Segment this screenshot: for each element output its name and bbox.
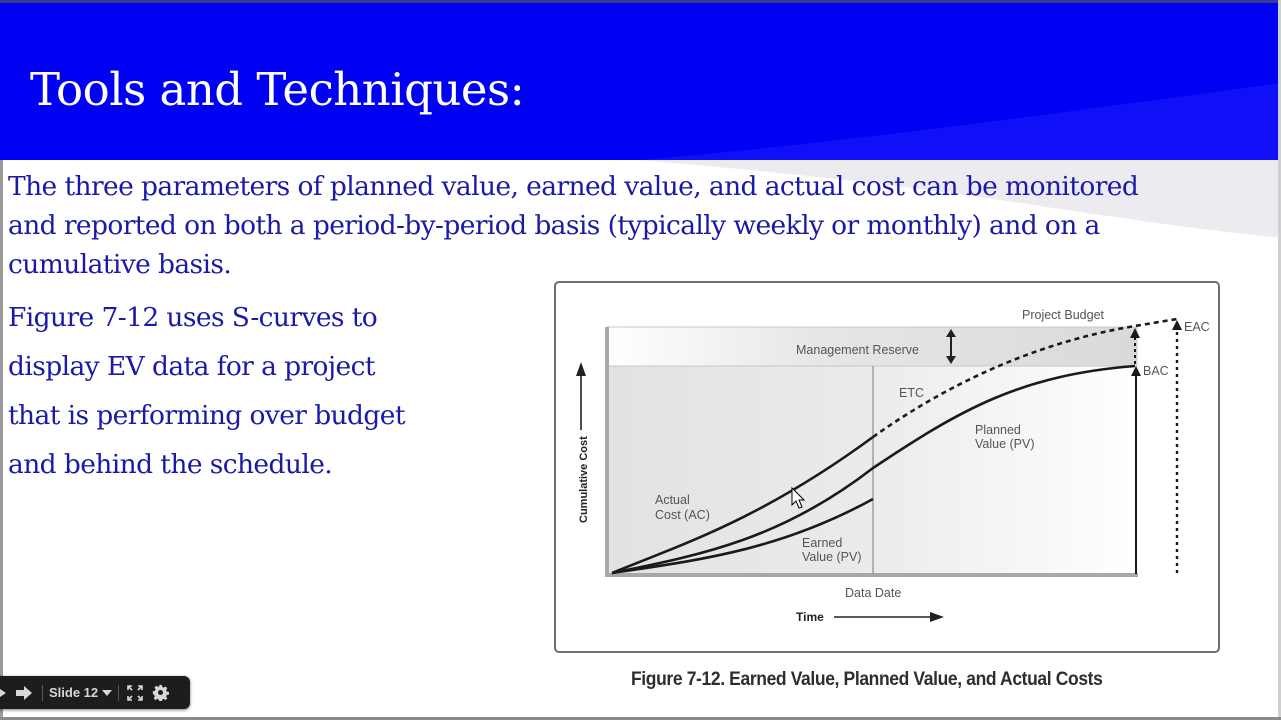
- intro-paragraph: The three parameters of planned value, e…: [8, 167, 1139, 284]
- planned-value-curve: [611, 364, 1136, 575]
- data-date-label: Data Date: [845, 586, 901, 600]
- header-sweep-decoration: [640, 83, 1281, 160]
- intro-line-3: cumulative basis.: [8, 249, 232, 280]
- slide-selector-dropdown[interactable]: Slide 12: [47, 676, 114, 709]
- toolbar-divider: [42, 684, 43, 701]
- next-slide-button[interactable]: [10, 676, 38, 709]
- management-reserve-label: Management Reserve: [796, 343, 919, 357]
- description-line-3: that is performing over budget: [8, 400, 405, 431]
- play-icon: [0, 688, 6, 697]
- dropdown-caret-icon: [102, 689, 113, 696]
- y-axis-label: Cumulative Cost: [578, 436, 590, 523]
- content-sweep-decoration: [640, 160, 1281, 238]
- x-axis-label: Time: [796, 610, 824, 624]
- gear-icon: [152, 684, 169, 701]
- bottom-frame-edge: [0, 717, 1281, 720]
- planned-value-label-1: Planned: [975, 423, 1021, 437]
- play-button[interactable]: [0, 676, 10, 709]
- eac-label: EAC: [1184, 320, 1210, 334]
- description-line-2: display EV data for a project: [8, 351, 375, 382]
- left-frame-edge: [0, 160, 3, 720]
- figure-description: Figure 7-12 uses S-curves to display EV …: [8, 293, 405, 489]
- intro-line-1: The three parameters of planned value, e…: [8, 171, 1139, 202]
- mouse-cursor-icon: [791, 486, 806, 509]
- actual-cost-curve: [611, 435, 874, 575]
- earned-value-label-2: Value (PV): [802, 550, 862, 564]
- earned-value-label-1: Earned: [802, 536, 842, 550]
- fullscreen-icon: [127, 684, 143, 701]
- description-line-4: and behind the schedule.: [8, 449, 333, 480]
- fullscreen-button[interactable]: [123, 676, 147, 709]
- reserve-double-arrow-icon: [946, 329, 956, 364]
- etc-label: ETC: [899, 386, 924, 400]
- slide-title: Tools and Techniques:: [30, 63, 525, 116]
- title-bar: Tools and Techniques:: [0, 3, 1281, 160]
- actual-cost-label-2: Cost (AC): [655, 508, 710, 522]
- project-budget-label: Project Budget: [1022, 308, 1105, 322]
- figure-caption: Figure 7-12. Earned Value, Planned Value…: [631, 669, 1103, 690]
- slide-player-toolbar: Slide 12: [0, 676, 190, 709]
- planned-value-label-2: Value (PV): [975, 437, 1035, 451]
- next-arrow-icon: [16, 685, 32, 700]
- bac-label: BAC: [1143, 364, 1169, 378]
- actual-cost-label-1: Actual: [655, 493, 690, 507]
- etc-dashed-curve: [872, 317, 1178, 439]
- earned-value-curve: [611, 497, 874, 575]
- settings-button[interactable]: [147, 676, 173, 709]
- description-line-1: Figure 7-12 uses S-curves to: [8, 302, 378, 333]
- top-strip: [0, 0, 1281, 3]
- intro-line-2: and reported on both a period-by-period …: [8, 210, 1100, 241]
- slide-number-label: Slide 12: [49, 685, 99, 700]
- right-frame-edge: [1278, 0, 1281, 720]
- toolbar-divider: [118, 684, 120, 701]
